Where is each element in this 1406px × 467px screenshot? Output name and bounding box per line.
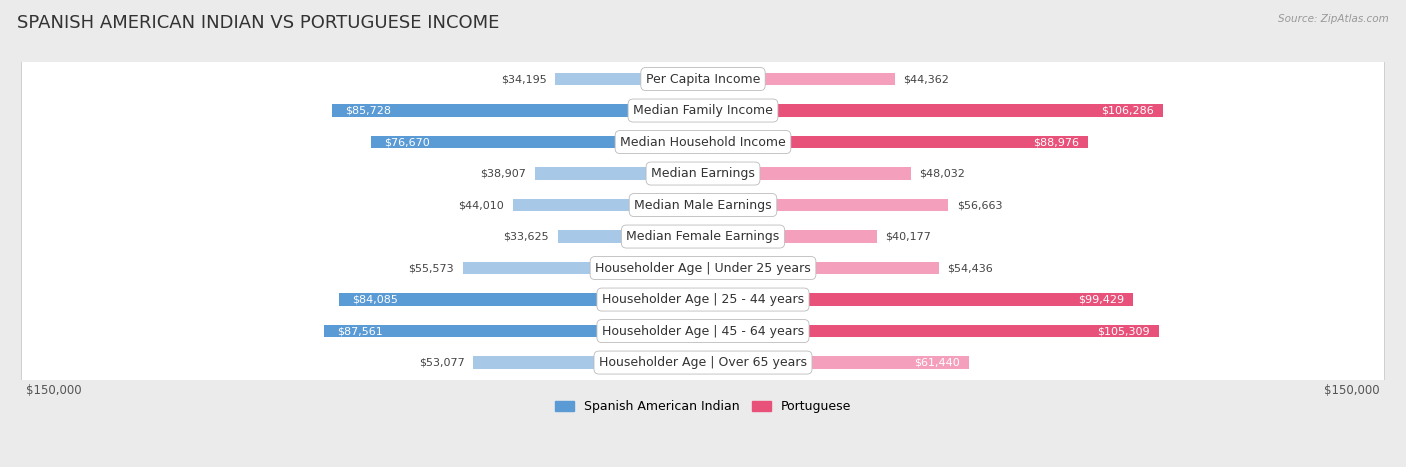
Bar (703, 135, 1088, 149)
Text: $53,077: $53,077 (419, 358, 464, 368)
Bar (339, 293, 703, 306)
Text: $44,010: $44,010 (458, 200, 503, 210)
Bar (703, 325, 1159, 338)
Bar (703, 73, 896, 85)
Text: $106,286: $106,286 (1101, 106, 1154, 115)
Text: $55,573: $55,573 (408, 263, 454, 273)
Text: $40,177: $40,177 (886, 232, 931, 241)
Text: Median Male Earnings: Median Male Earnings (634, 198, 772, 212)
Text: $33,625: $33,625 (503, 232, 548, 241)
Bar (534, 167, 703, 180)
Text: Median Earnings: Median Earnings (651, 167, 755, 180)
Bar (703, 104, 1163, 117)
Text: $85,728: $85,728 (344, 106, 391, 115)
FancyBboxPatch shape (21, 0, 1385, 467)
Bar (371, 135, 703, 149)
Text: SPANISH AMERICAN INDIAN VS PORTUGUESE INCOME: SPANISH AMERICAN INDIAN VS PORTUGUESE IN… (17, 14, 499, 32)
FancyBboxPatch shape (21, 0, 1385, 467)
FancyBboxPatch shape (21, 0, 1385, 467)
Text: $88,976: $88,976 (1033, 137, 1080, 147)
FancyBboxPatch shape (21, 0, 1385, 467)
Bar (703, 293, 1133, 306)
Text: $99,429: $99,429 (1078, 295, 1125, 304)
Text: Median Family Income: Median Family Income (633, 104, 773, 117)
FancyBboxPatch shape (21, 0, 1385, 467)
FancyBboxPatch shape (21, 0, 1385, 467)
Text: Householder Age | Under 25 years: Householder Age | Under 25 years (595, 262, 811, 275)
Bar (513, 198, 703, 212)
Text: Per Capita Income: Per Capita Income (645, 72, 761, 85)
Text: Householder Age | 45 - 64 years: Householder Age | 45 - 64 years (602, 325, 804, 338)
Text: Source: ZipAtlas.com: Source: ZipAtlas.com (1278, 14, 1389, 24)
FancyBboxPatch shape (21, 0, 1385, 467)
Text: $105,309: $105,309 (1098, 326, 1150, 336)
Text: $48,032: $48,032 (920, 169, 966, 178)
Bar (703, 262, 939, 275)
Bar (703, 230, 877, 243)
Legend: Spanish American Indian, Portuguese: Spanish American Indian, Portuguese (550, 395, 856, 418)
Text: Householder Age | 25 - 44 years: Householder Age | 25 - 44 years (602, 293, 804, 306)
Bar (474, 356, 703, 369)
Bar (703, 356, 969, 369)
Bar (703, 167, 911, 180)
Text: $44,362: $44,362 (904, 74, 949, 84)
Bar (325, 325, 703, 338)
FancyBboxPatch shape (21, 0, 1385, 467)
FancyBboxPatch shape (21, 0, 1385, 467)
Bar (555, 73, 703, 85)
FancyBboxPatch shape (21, 0, 1385, 467)
Text: $76,670: $76,670 (384, 137, 430, 147)
Text: $38,907: $38,907 (479, 169, 526, 178)
Text: $87,561: $87,561 (337, 326, 382, 336)
Text: Median Household Income: Median Household Income (620, 135, 786, 149)
Text: $84,085: $84,085 (352, 295, 398, 304)
Text: $54,436: $54,436 (948, 263, 993, 273)
Bar (703, 198, 948, 212)
Text: $61,440: $61,440 (914, 358, 960, 368)
Bar (463, 262, 703, 275)
Text: Median Female Earnings: Median Female Earnings (627, 230, 779, 243)
Text: $56,663: $56,663 (957, 200, 1002, 210)
Text: $34,195: $34,195 (501, 74, 547, 84)
Bar (332, 104, 703, 117)
Text: Householder Age | Over 65 years: Householder Age | Over 65 years (599, 356, 807, 369)
Bar (558, 230, 703, 243)
